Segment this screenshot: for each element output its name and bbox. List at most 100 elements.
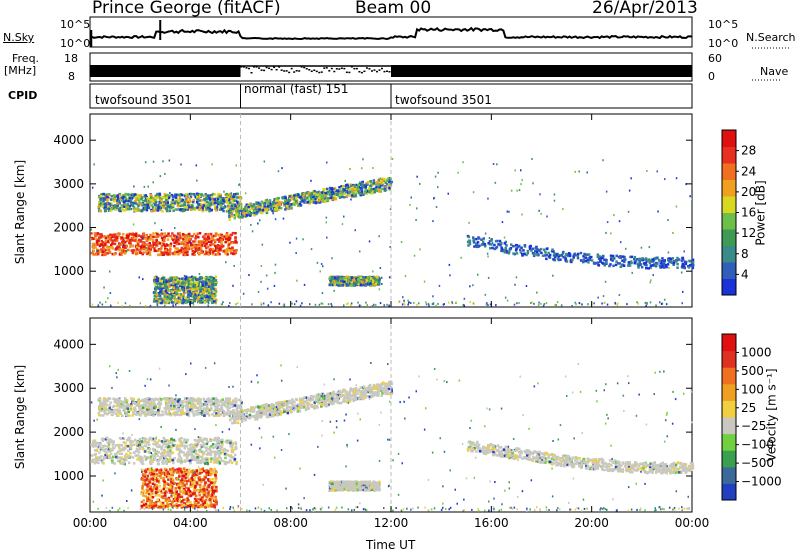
power-echo-cell bbox=[676, 262, 679, 266]
power-echo-cell bbox=[211, 243, 214, 246]
power-echo-cell bbox=[208, 279, 211, 283]
power-clutter-cell bbox=[144, 304, 147, 307]
freq-dot bbox=[313, 69, 316, 71]
power-echo-cell bbox=[194, 283, 197, 287]
power-echo-cell bbox=[203, 197, 206, 201]
power-echo-cell bbox=[233, 199, 236, 203]
power-echo-cell bbox=[184, 275, 188, 279]
power-echo-cell bbox=[587, 256, 590, 260]
power-echo-cell bbox=[507, 252, 511, 255]
power-echo-cell bbox=[201, 209, 204, 213]
velocity-echo-cell bbox=[177, 447, 181, 450]
power-echo-cell bbox=[104, 208, 107, 211]
power-echo-cell bbox=[169, 290, 173, 293]
power-echo-cell bbox=[164, 249, 167, 252]
power-echo-cell bbox=[345, 183, 348, 187]
power-echo-cell bbox=[238, 210, 242, 213]
power-echo-cell bbox=[520, 246, 523, 249]
power-scatter-cell bbox=[675, 177, 678, 180]
power-clutter-cell bbox=[485, 303, 488, 306]
power-echo-cell bbox=[246, 210, 249, 214]
power-echo-cell bbox=[143, 248, 146, 251]
power-echo-cell bbox=[308, 199, 311, 202]
power-echo-cell bbox=[134, 201, 137, 205]
power-echo-cell bbox=[97, 195, 101, 199]
power-echo-cell bbox=[320, 191, 324, 194]
power-echo-cell bbox=[298, 204, 302, 207]
power-echo-cell bbox=[197, 244, 201, 247]
power-clutter-cell bbox=[314, 303, 317, 306]
power-scatter-cell bbox=[331, 257, 333, 260]
power-echo-cell bbox=[276, 207, 280, 211]
power-echo-cell bbox=[139, 245, 143, 248]
freq-dot bbox=[353, 67, 356, 70]
velocity-echo-cell bbox=[189, 461, 192, 464]
velocity-echo-cell bbox=[91, 445, 95, 448]
power-scatter-cell bbox=[403, 299, 405, 302]
power-echo-cell bbox=[242, 211, 245, 215]
velocity-echo-cell bbox=[91, 443, 95, 446]
power-echo-cell bbox=[372, 283, 376, 287]
power-echo-cell bbox=[482, 240, 485, 243]
power-echo-cell bbox=[106, 248, 109, 251]
power-echo-cell bbox=[622, 264, 626, 267]
power-echo-cell bbox=[691, 258, 695, 262]
power-echo-cell bbox=[179, 236, 182, 240]
power-echo-cell bbox=[217, 201, 220, 204]
power-echo-cell bbox=[377, 281, 381, 285]
power-echo-cell bbox=[265, 209, 268, 212]
power-echo-cell bbox=[298, 202, 302, 206]
power-clutter-cell bbox=[538, 301, 540, 304]
velocity-echo-cell bbox=[100, 438, 104, 441]
power-echo-cell bbox=[170, 276, 174, 279]
power-echo-cell bbox=[103, 202, 106, 205]
power-echo-cell bbox=[120, 242, 124, 246]
power-echo-cell bbox=[345, 275, 348, 279]
power-echo-cell bbox=[183, 203, 187, 206]
power-echo-cell bbox=[244, 205, 247, 209]
velocity-echo-cell bbox=[186, 459, 189, 463]
power-echo-cell bbox=[630, 261, 633, 265]
power-echo-cell bbox=[225, 238, 228, 242]
power-echo-cell bbox=[208, 249, 212, 252]
power-scatter-cell bbox=[238, 184, 240, 186]
power-echo-cell bbox=[171, 282, 175, 286]
power-echo-cell bbox=[349, 276, 352, 279]
power-echo-cell bbox=[203, 234, 206, 238]
power-clutter-cell bbox=[614, 302, 617, 305]
power-echo-cell bbox=[200, 290, 203, 293]
power-echo-cell bbox=[184, 290, 188, 293]
power-scatter-cell bbox=[242, 292, 245, 295]
power-echo-cell bbox=[230, 215, 233, 218]
power-echo-cell bbox=[228, 215, 231, 219]
velocity-echo-cell bbox=[96, 458, 99, 461]
power-scatter-cell bbox=[93, 163, 95, 166]
power-scatter-cell bbox=[310, 248, 313, 251]
power-echo-cell bbox=[191, 235, 194, 238]
power-echo-cell bbox=[256, 211, 259, 214]
velocity-echo-cell bbox=[234, 443, 238, 446]
power-echo-cell bbox=[175, 286, 178, 289]
power-clutter-cell bbox=[601, 302, 603, 305]
power-echo-cell bbox=[483, 243, 487, 246]
power-echo-cell bbox=[637, 264, 640, 267]
power-echo-cell bbox=[487, 241, 490, 245]
power-echo-cell bbox=[157, 206, 160, 209]
nsky-tick-low: 10^0 bbox=[60, 37, 91, 50]
power-echo-cell bbox=[173, 289, 177, 293]
power-echo-cell bbox=[102, 245, 105, 249]
power-echo-cell bbox=[98, 250, 102, 253]
power-echo-cell bbox=[181, 235, 185, 238]
power-echo-cell bbox=[324, 193, 327, 197]
power-echo-cell bbox=[172, 297, 176, 300]
power-scatter-cell bbox=[282, 217, 285, 220]
power-echo-cell bbox=[214, 244, 217, 248]
power-echo-cell bbox=[214, 249, 217, 252]
power-clutter-cell bbox=[117, 301, 119, 304]
power-echo-cell bbox=[556, 254, 559, 257]
power-echo-cell bbox=[179, 204, 182, 208]
power-scatter-cell bbox=[664, 178, 666, 181]
power-echo-cell bbox=[231, 200, 234, 203]
power-echo-cell bbox=[131, 244, 134, 248]
power-scatter-cell bbox=[491, 242, 494, 245]
